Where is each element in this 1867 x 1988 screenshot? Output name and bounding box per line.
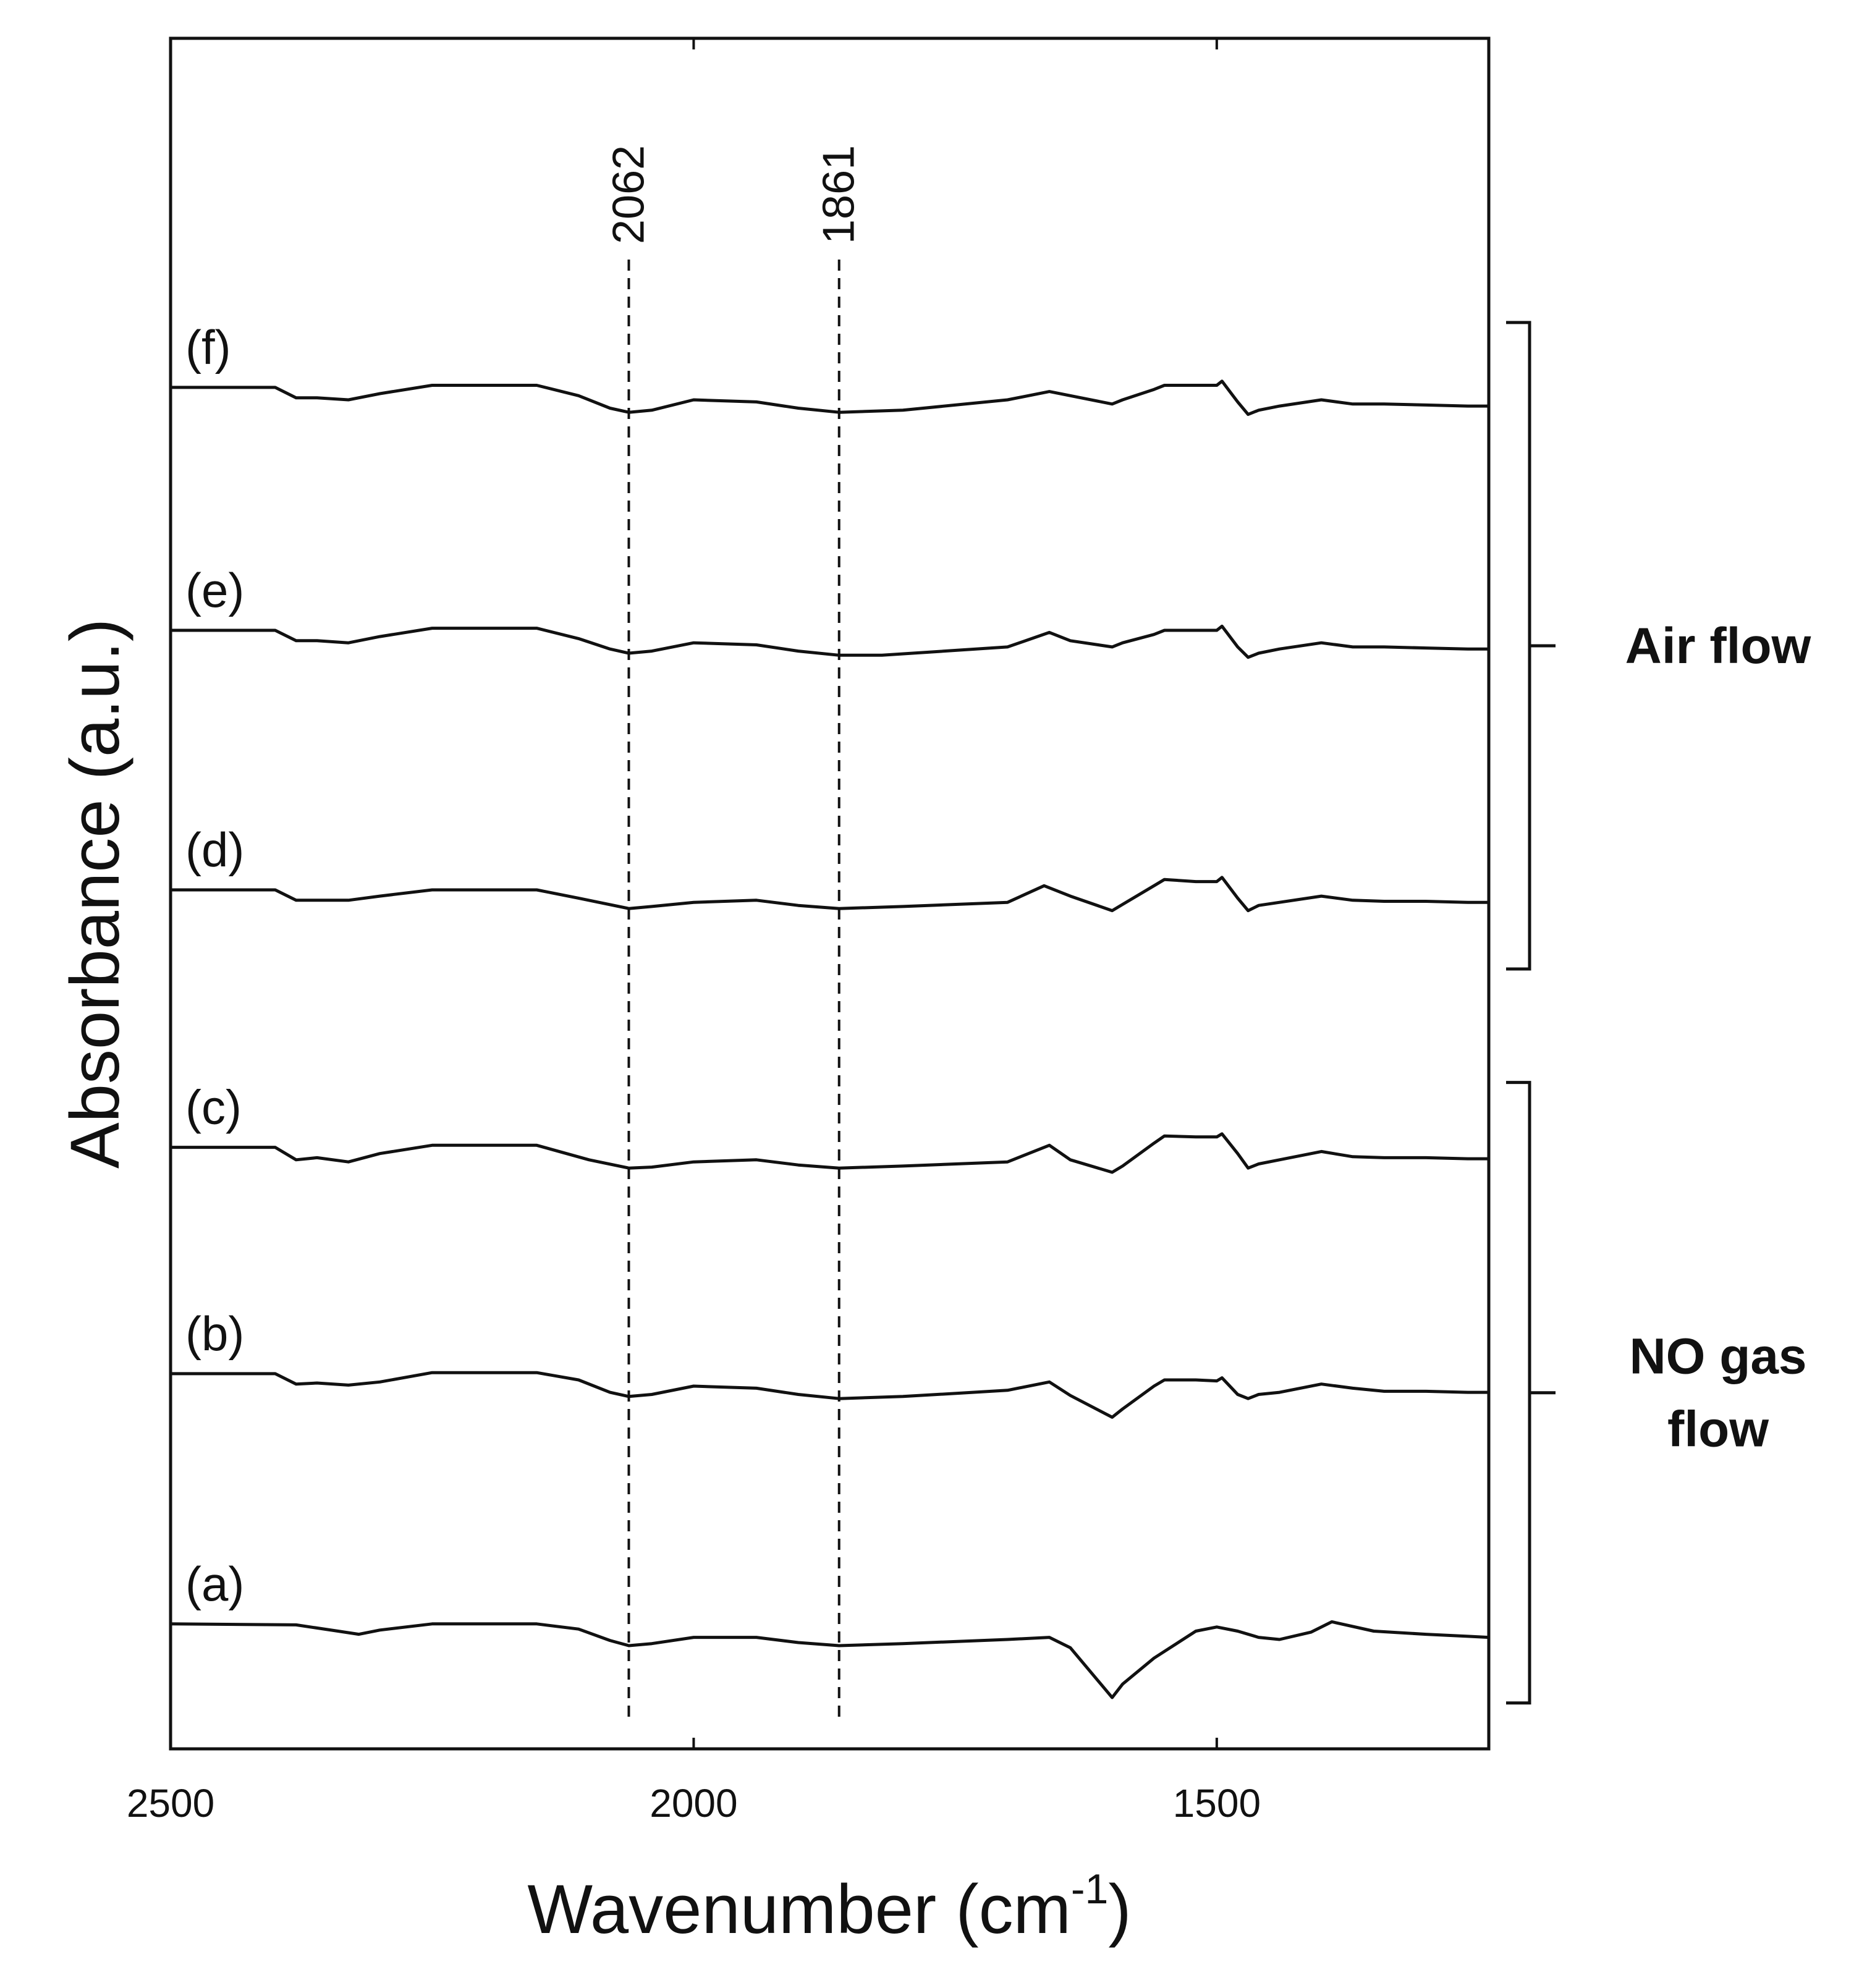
trace-label: (c) [185, 1080, 242, 1135]
group-bracket [1506, 321, 1556, 971]
group-label: flow [1667, 1402, 1769, 1458]
trace-label: (b) [185, 1306, 244, 1361]
x-axis-title: Wavenumber (cm-1) [527, 1866, 1131, 1948]
x-axis-title-close: ) [1108, 1871, 1131, 1948]
trace-d [171, 876, 1489, 913]
x-axis-title-main: Wavenumber (cm [527, 1871, 1071, 1948]
trace-label: (e) [185, 563, 244, 617]
plot-frame [169, 36, 1491, 1751]
trace-a [170, 1620, 1489, 1699]
trace-label: (f) [185, 320, 231, 374]
trace-c [171, 1132, 1489, 1174]
x-tick-label: 2000 [650, 1781, 737, 1825]
group-label: Air flow [1625, 618, 1811, 674]
trace-f [171, 379, 1489, 417]
trace-label: (d) [185, 823, 244, 877]
y-axis-title: Absorbance (a.u.) [56, 619, 133, 1169]
trace-e [171, 624, 1489, 659]
trace-label: (a) [185, 1557, 244, 1611]
x-axis-title-superscript: -1 [1071, 1866, 1108, 1913]
group-label: NO gas [1629, 1329, 1806, 1385]
reference-line-label: 1861 [815, 145, 864, 244]
x-tick-label: 1500 [1173, 1781, 1261, 1825]
group-bracket [1506, 1081, 1556, 1705]
trace-b [171, 1371, 1489, 1419]
x-tick-label: 2500 [127, 1781, 214, 1825]
reference-line-label: 2062 [604, 145, 653, 244]
